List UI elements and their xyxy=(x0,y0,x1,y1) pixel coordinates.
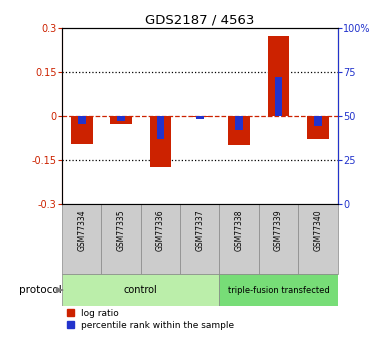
Bar xyxy=(62,274,220,306)
Text: triple-fusion transfected: triple-fusion transfected xyxy=(228,286,329,295)
Bar xyxy=(196,116,204,119)
Title: GDS2187 / 4563: GDS2187 / 4563 xyxy=(145,13,255,27)
Bar xyxy=(220,274,338,306)
Text: GSM77337: GSM77337 xyxy=(195,209,204,251)
Bar xyxy=(189,116,211,117)
Bar xyxy=(229,116,250,145)
Text: GSM77335: GSM77335 xyxy=(117,209,126,251)
Bar xyxy=(156,116,165,138)
Bar xyxy=(71,116,93,144)
Text: GSM77340: GSM77340 xyxy=(314,209,322,251)
Text: GSM77339: GSM77339 xyxy=(274,209,283,251)
Text: protocol: protocol xyxy=(19,285,62,295)
Bar xyxy=(307,116,329,139)
Bar xyxy=(314,116,322,126)
Bar xyxy=(101,204,141,274)
Bar xyxy=(117,116,125,121)
Text: control: control xyxy=(124,285,158,295)
Bar xyxy=(180,204,220,274)
Text: GSM77336: GSM77336 xyxy=(156,209,165,251)
Legend: log ratio, percentile rank within the sample: log ratio, percentile rank within the sa… xyxy=(67,309,234,330)
Bar xyxy=(110,116,132,125)
Bar xyxy=(220,204,259,274)
Bar xyxy=(275,77,282,116)
Bar xyxy=(150,116,171,167)
Bar xyxy=(268,37,289,116)
Bar xyxy=(298,204,338,274)
Bar xyxy=(235,116,243,130)
Bar xyxy=(141,204,180,274)
Bar xyxy=(259,204,298,274)
Text: GSM77338: GSM77338 xyxy=(235,209,244,251)
Bar xyxy=(62,204,101,274)
Text: GSM77334: GSM77334 xyxy=(77,209,86,251)
Bar xyxy=(78,116,86,125)
